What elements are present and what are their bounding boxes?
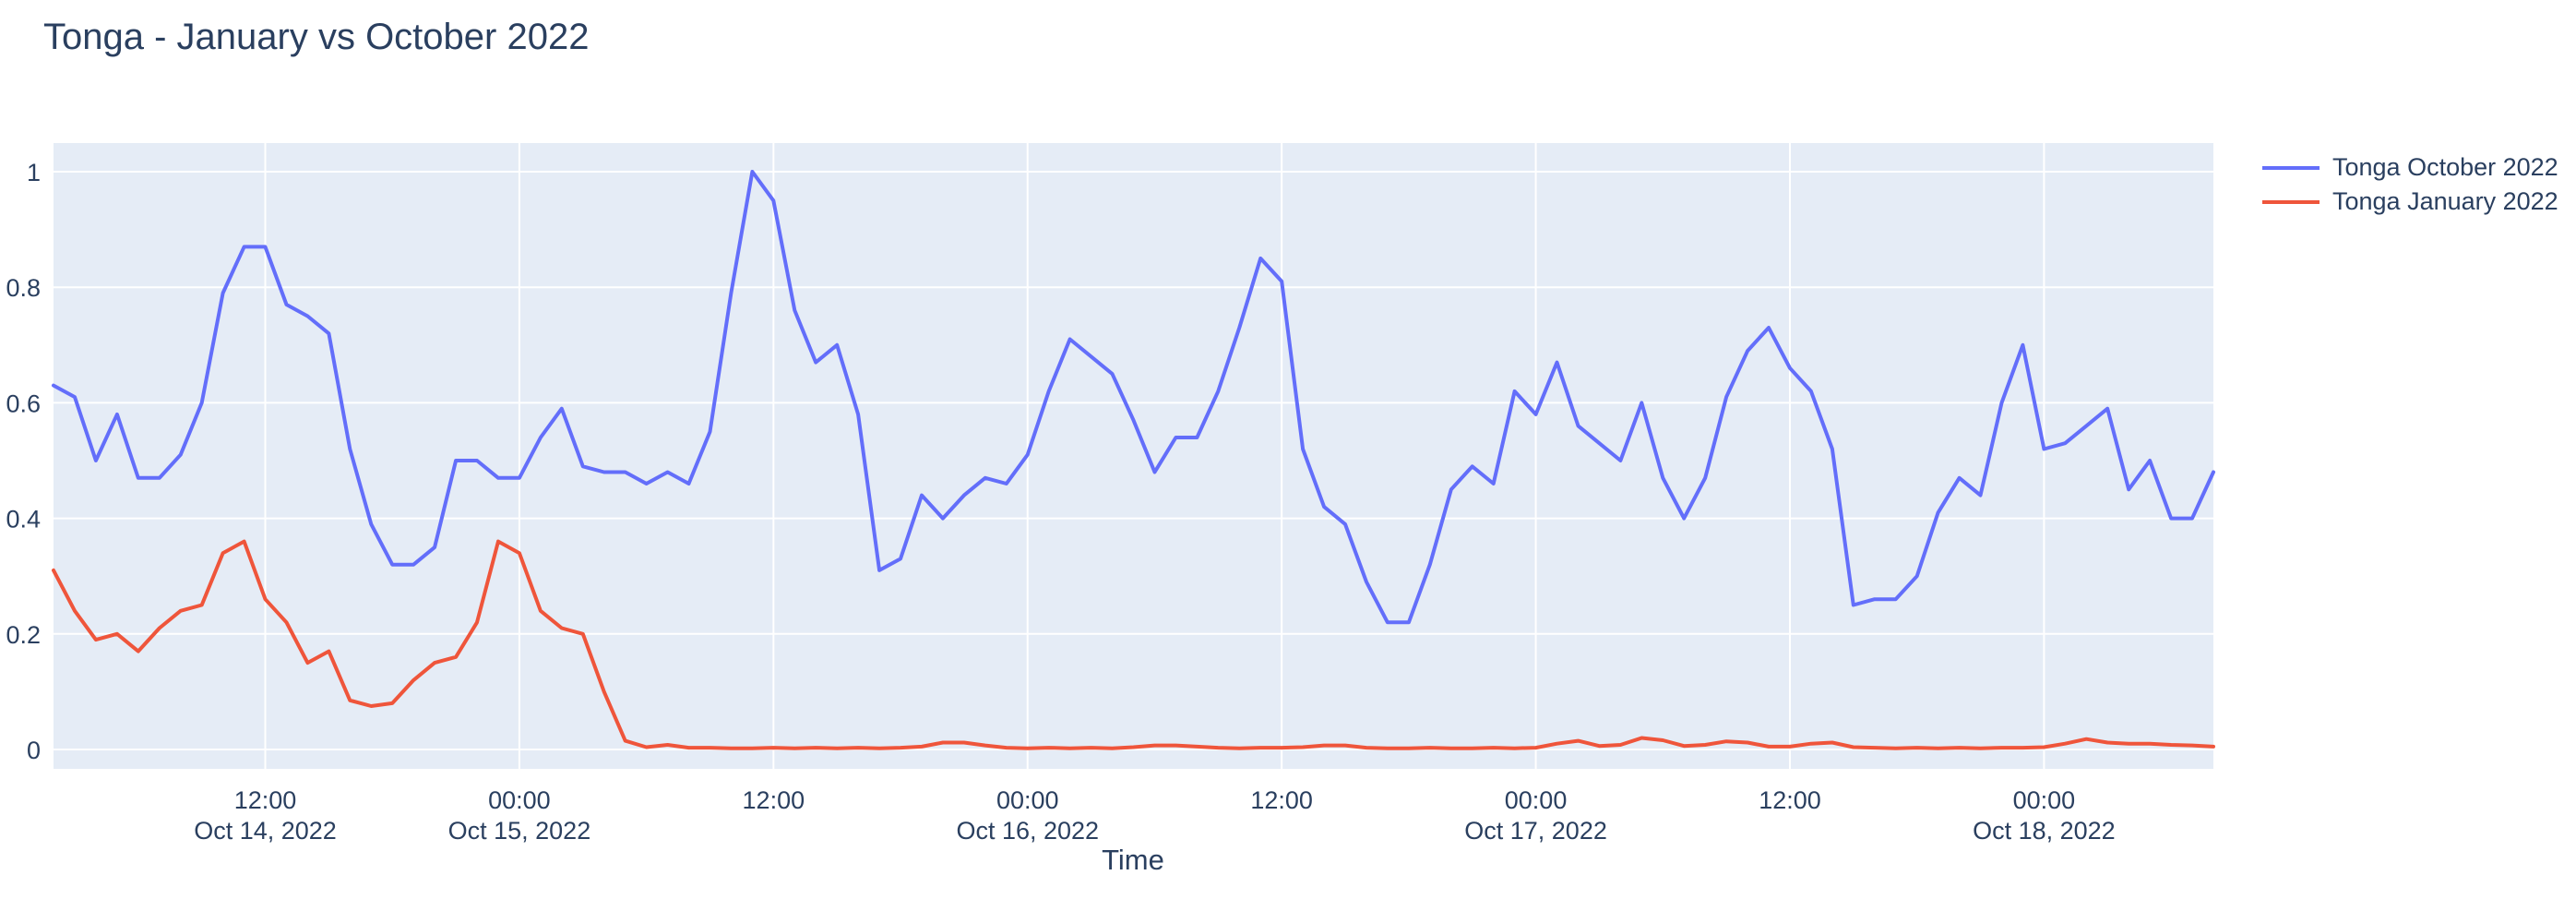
svg-text:Oct 16, 2022: Oct 16, 2022 [956,817,1099,845]
svg-text:0.4: 0.4 [6,506,41,533]
x-axis-title: Time [1102,844,1164,876]
svg-text:12:00: 12:00 [1250,786,1313,814]
svg-text:Oct 18, 2022: Oct 18, 2022 [1973,817,2116,845]
svg-text:00:00: 00:00 [1505,786,1568,814]
legend-line-swatch-january [2262,199,2320,204]
svg-text:0.2: 0.2 [6,621,41,649]
y-axis-tick-labels: 0 0.2 0.4 0.6 0.8 1 [6,159,41,764]
chart-title: Tonga - January vs October 2022 [43,17,590,57]
legend-item-january[interactable]: Tonga January 2022 [2262,185,2558,219]
legend-label: Tonga January 2022 [2332,187,2558,215]
x-axis-tick-labels: 12:00 Oct 14, 2022 00:00 Oct 15, 2022 12:00 0… [194,786,2115,845]
legend-line-swatch-october [2262,165,2320,170]
svg-text:Oct 17, 2022: Oct 17, 2022 [1464,817,1607,845]
svg-text:00:00: 00:00 [488,786,551,814]
svg-text:0.6: 0.6 [6,390,41,417]
svg-text:Oct 14, 2022: Oct 14, 2022 [194,817,337,845]
svg-text:12:00: 12:00 [743,786,805,814]
svg-text:0: 0 [27,737,41,764]
legend-item-october[interactable]: Tonga October 2022 [2262,150,2558,185]
svg-text:12:00: 12:00 [1759,786,1821,814]
svg-text:00:00: 00:00 [2013,786,2076,814]
october-series-line[interactable] [52,170,2215,625]
svg-text:Oct 15, 2022: Oct 15, 2022 [448,817,591,845]
plot-area[interactable] [54,143,2213,769]
legend-label: Tonga October 2022 [2332,153,2558,181]
svg-text:0.8: 0.8 [6,274,41,302]
legend: Tonga October 2022 Tonga January 2022 [2262,150,2558,219]
svg-text:1: 1 [27,159,41,186]
svg-text:12:00: 12:00 [234,786,297,814]
svg-text:00:00: 00:00 [996,786,1059,814]
january-series-line[interactable] [52,539,2215,750]
